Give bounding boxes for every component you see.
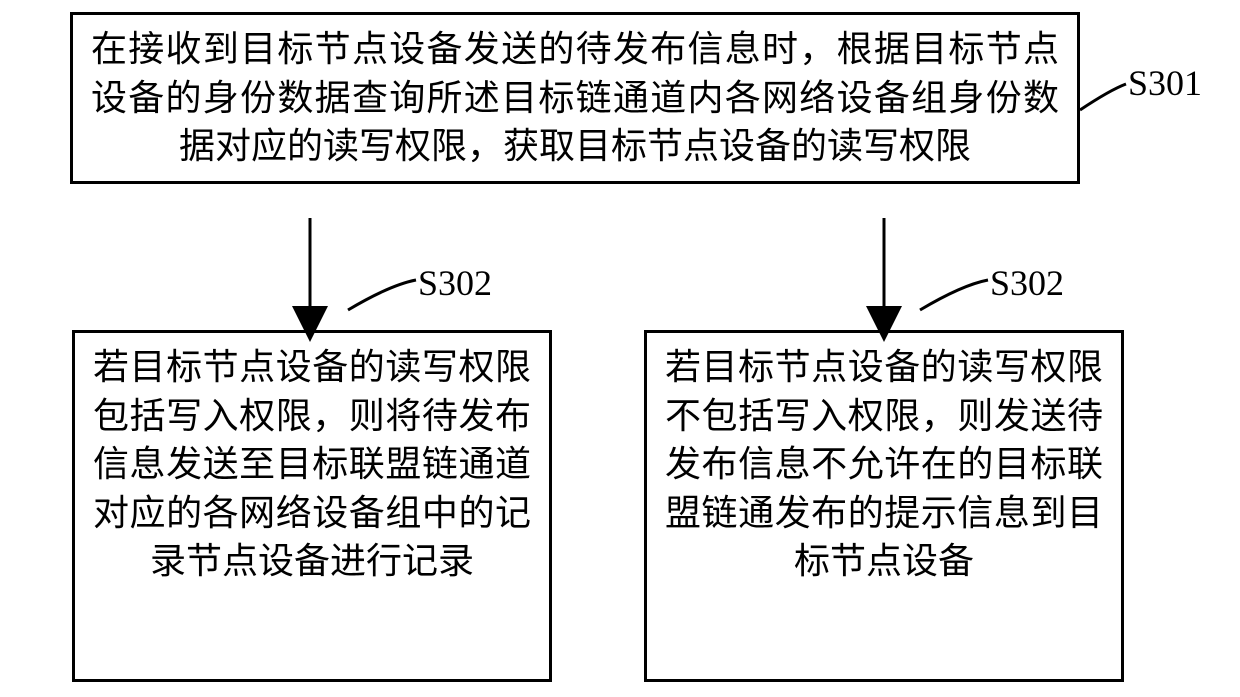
callout-s302-right: [920, 280, 988, 310]
flow-node-left: 若目标节点设备的读写权限包括写入权限，则将待发布信息发送至目标联盟链通道对应的各…: [72, 330, 552, 682]
flow-node-right: 若目标节点设备的读写权限不包括写入权限，则发送待发布信息不允许在的目标联盟链通发…: [644, 330, 1124, 682]
step-label-s301: S301: [1128, 62, 1202, 104]
flow-node-top: 在接收到目标节点设备发送的待发布信息时，根据目标节点设备的身份数据查询所述目标链…: [70, 12, 1080, 184]
callout-s301: [1080, 84, 1126, 110]
step-label-s302-right: S302: [990, 262, 1064, 304]
callout-s302-left: [348, 280, 416, 310]
step-label-s302-left: S302: [418, 262, 492, 304]
